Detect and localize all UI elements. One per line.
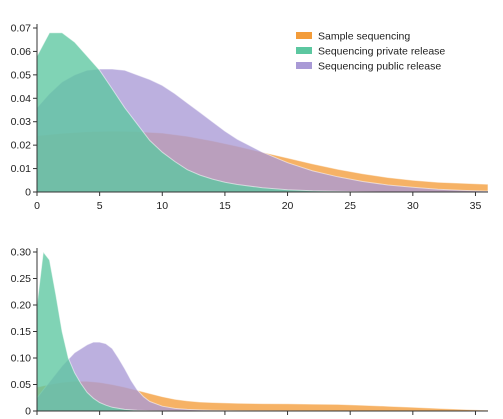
bottom-density-chart: 0 0.05 0.10 0.15 0.20 0.25 0.30 bbox=[11, 247, 489, 418]
y-tick-label: 0.20 bbox=[11, 300, 32, 312]
y-tick-label: 0 bbox=[25, 406, 31, 418]
y-tick-label: 0.01 bbox=[11, 163, 32, 175]
y-tick-label: 0 bbox=[25, 187, 31, 199]
y-tick-label: 0.30 bbox=[11, 247, 32, 259]
y-tick-label: 0.25 bbox=[11, 273, 32, 285]
y-tick-label: 0.07 bbox=[11, 23, 32, 35]
x-tick-label: 0 bbox=[34, 200, 40, 212]
y-tick-label: 0.02 bbox=[11, 140, 32, 152]
legend-swatch-private bbox=[296, 47, 312, 54]
legend: Sample sequencing Sequencing private rele… bbox=[296, 31, 445, 73]
y-tick-label: 0.15 bbox=[11, 326, 32, 338]
legend-label-sample: Sample sequencing bbox=[318, 31, 410, 43]
x-tick-label: 5 bbox=[97, 200, 103, 212]
x-tick-label: 20 bbox=[282, 200, 294, 212]
legend-label-private: Sequencing private release bbox=[318, 46, 445, 58]
y-tick-label: 0.03 bbox=[11, 116, 32, 128]
legend-label-public: Sequencing public release bbox=[318, 61, 441, 73]
y-tick-label: 0.10 bbox=[11, 353, 32, 365]
x-tick-label: 10 bbox=[156, 200, 168, 212]
y-tick-label: 0.04 bbox=[11, 93, 32, 105]
series-area-public bbox=[36, 341, 488, 412]
x-tick-label: 25 bbox=[344, 200, 356, 212]
y-tick-label: 0.05 bbox=[11, 69, 32, 81]
x-tick-label: 35 bbox=[470, 200, 482, 212]
legend-swatch-public bbox=[296, 62, 312, 69]
legend-swatch-sample bbox=[296, 32, 312, 39]
top-density-chart: 0 0.01 0.02 0.03 0.04 0.05 0.06 0.07 0 5 10 15 20 25 3… bbox=[11, 23, 489, 212]
x-tick-label: 30 bbox=[407, 200, 419, 212]
y-tick-label: 0.05 bbox=[11, 379, 32, 391]
y-tick-label: 0.06 bbox=[11, 46, 32, 58]
x-tick-label: 15 bbox=[219, 200, 231, 212]
